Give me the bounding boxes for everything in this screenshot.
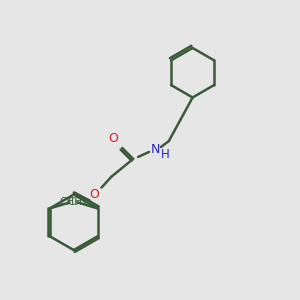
- Text: H: H: [160, 148, 169, 161]
- Text: CH₃: CH₃: [59, 196, 79, 206]
- Text: O: O: [108, 132, 118, 145]
- Text: O: O: [90, 188, 100, 201]
- Text: CH₃: CH₃: [68, 196, 87, 206]
- Text: N: N: [150, 142, 160, 155]
